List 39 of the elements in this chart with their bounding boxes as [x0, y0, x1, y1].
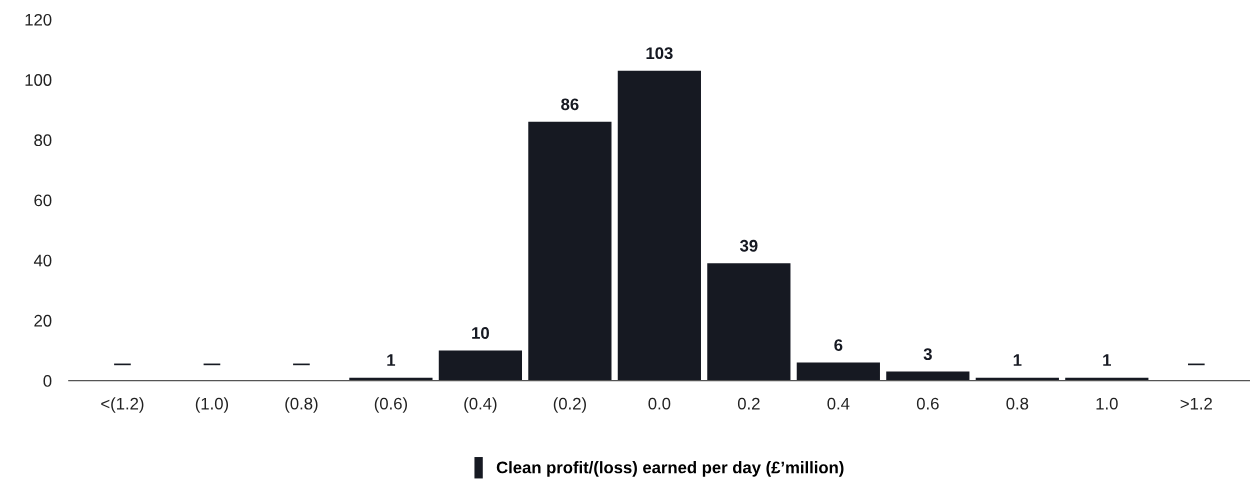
- y-tick-label: 100: [25, 74, 52, 86]
- data-label: 86: [561, 98, 579, 111]
- data-label: —: [203, 363, 221, 366]
- x-tick-label: 0.0: [648, 397, 671, 410]
- y-tick-label: 120: [25, 13, 52, 26]
- x-tick-label: <(1.2): [101, 397, 144, 413]
- x-tick-label: (0.6): [374, 397, 408, 413]
- data-label: 39: [739, 239, 758, 252]
- data-label: —: [293, 363, 310, 366]
- y-tick-label: 20: [34, 314, 52, 327]
- legend-label: Clean profit/(loss) earned per day (£’million): [496, 461, 844, 477]
- x-tick-label: (1.0): [195, 397, 229, 413]
- data-label: —: [114, 363, 131, 366]
- y-tick-label: 80: [34, 134, 52, 147]
- y-tick-label: 60: [34, 194, 52, 207]
- data-label: 103: [646, 47, 673, 60]
- x-tick-label: 0.8: [1006, 397, 1029, 410]
- x-tick-label: 0.6: [916, 397, 939, 410]
- x-tick-label: (0.4): [464, 397, 497, 413]
- y-tick-label: 40: [33, 254, 52, 267]
- x-tick-label: 0.2: [737, 397, 760, 410]
- bar: [617, 70, 701, 381]
- bar: [796, 362, 880, 381]
- bar: [528, 121, 612, 381]
- x-tick-label: 1.0: [1096, 397, 1118, 410]
- x-tick-label: 0.4: [827, 397, 850, 410]
- y-tick-label: 0: [43, 375, 52, 387]
- x-tick-label: (0.2): [553, 397, 586, 413]
- bar: [707, 263, 791, 381]
- data-label: 1: [1103, 354, 1111, 366]
- data-label: —: [1187, 363, 1205, 366]
- data-label: 1: [387, 354, 396, 366]
- data-label: 10: [472, 327, 489, 339]
- data-label: 1: [1013, 354, 1022, 366]
- data-label: 3: [923, 348, 932, 361]
- bar: [438, 350, 523, 381]
- x-tick-label: (0.8): [285, 397, 318, 413]
- data-label: 6: [834, 339, 843, 351]
- x-tick-label: >1.2: [1180, 397, 1212, 410]
